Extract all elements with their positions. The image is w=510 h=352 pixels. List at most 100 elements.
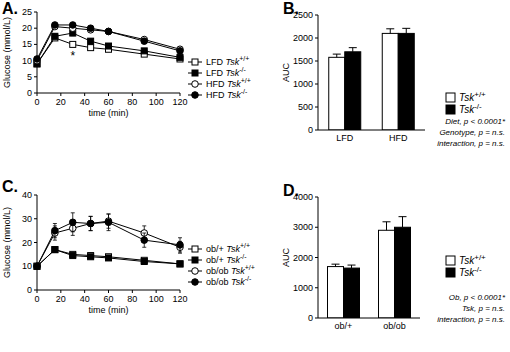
y-tick-label: 1000	[293, 283, 313, 293]
y-tick	[34, 195, 37, 196]
point	[70, 41, 76, 47]
point	[69, 219, 76, 226]
x-tick-label: 60	[103, 294, 113, 304]
point	[88, 254, 94, 260]
y-tick-label: 20	[22, 238, 32, 248]
label-part: +/+	[245, 264, 255, 271]
label-part: -/-	[239, 66, 246, 73]
y-tick	[315, 257, 318, 258]
x-tick-label: HFD	[389, 133, 408, 143]
legend-marker	[192, 279, 199, 286]
y-tick	[34, 44, 37, 45]
label-part: LFD	[206, 68, 226, 78]
point	[52, 22, 59, 29]
annotation: Ob, p < 0.0001*	[449, 293, 506, 302]
legend-label: HFD Tsk-/-	[206, 88, 248, 100]
y-tick	[315, 130, 318, 131]
y-tick	[34, 218, 37, 219]
y-tick-label: 0	[308, 125, 313, 135]
legend-marker	[192, 246, 198, 252]
point	[88, 38, 94, 44]
label-part: Tsk	[231, 277, 245, 287]
point	[52, 247, 58, 253]
y-tick	[315, 318, 318, 319]
chart-3: D.01000200030004000AUCob/+ob/obTsk+/+Tsk…	[281, 182, 506, 331]
legend-swatch	[446, 93, 455, 102]
label-part: ob/+	[206, 255, 226, 265]
point	[141, 48, 147, 54]
point	[52, 33, 58, 39]
y-tick	[315, 84, 318, 85]
x-tick	[156, 290, 157, 293]
y-tick-label: 20	[22, 23, 32, 33]
x-tick	[60, 290, 61, 293]
point	[106, 255, 112, 261]
series-line	[37, 250, 180, 267]
label-part: LFD	[206, 57, 226, 67]
label-part: Tsk	[226, 57, 240, 67]
error-bar	[383, 222, 391, 230]
legend-label: Tsk-/-	[459, 102, 482, 115]
bar	[382, 33, 398, 130]
x-tick-label: 0	[34, 294, 39, 304]
y-tick-label: 1500	[293, 56, 313, 66]
y-tick	[315, 15, 318, 16]
y-tick	[34, 28, 37, 29]
point	[177, 48, 184, 55]
label-part: Tsk	[459, 92, 475, 103]
label-part: Tsk	[459, 267, 475, 278]
point	[34, 263, 40, 269]
x-axis	[318, 130, 425, 131]
x-tick-label: ob/ob	[383, 321, 406, 331]
point	[34, 263, 41, 270]
label-part: Tsk	[227, 79, 241, 89]
x-tick-label: LFD	[336, 133, 354, 143]
x-tick-label: 20	[56, 97, 66, 107]
label-part: Tsk	[459, 104, 475, 115]
y-axis-label: AUC	[281, 248, 291, 268]
bar	[395, 227, 411, 318]
error-bar	[333, 54, 341, 57]
chart-0: A.0510152025Glucose (mmol/L)020406080100…	[2, 0, 251, 118]
bar	[398, 33, 414, 130]
error-bar	[348, 265, 356, 268]
bar	[379, 230, 395, 318]
x-tick-label: 120	[172, 97, 187, 107]
x-tick-label: 0	[34, 97, 39, 107]
annotation: interaction, p = n.s.	[437, 315, 505, 324]
legend-marker	[192, 92, 199, 99]
annotation: Diet, p < 0.0001*	[445, 117, 506, 126]
x-tick	[84, 93, 85, 96]
y-tick	[315, 61, 318, 62]
y-tick	[34, 12, 37, 13]
plot-area	[34, 213, 184, 270]
point	[87, 220, 94, 227]
point	[52, 227, 59, 234]
point	[141, 38, 148, 45]
x-tick	[37, 93, 38, 96]
y-tick-label: 0	[308, 313, 313, 323]
y-axis-label: Glucose (mmol/L)	[2, 207, 12, 278]
y-tick-label: 0	[27, 285, 32, 295]
legend-marker	[192, 268, 199, 275]
error-bar	[332, 264, 340, 266]
point	[34, 263, 40, 269]
point	[105, 219, 112, 226]
y-tick-label: 0	[27, 88, 32, 98]
error-bar	[53, 34, 57, 39]
point	[70, 253, 76, 259]
y-axis-label: Glucose (mmol/L)	[2, 17, 12, 88]
legend-marker	[192, 59, 198, 65]
y-tick-label: 10	[22, 261, 32, 271]
label-part: HFD	[206, 90, 227, 100]
y-tick-label: 1000	[293, 79, 313, 89]
label-part: -/-	[474, 265, 482, 274]
x-axis-label: time (min)	[89, 108, 129, 118]
point	[69, 22, 76, 29]
point	[52, 247, 58, 253]
y-axis	[37, 12, 38, 93]
x-tick	[37, 290, 38, 293]
y-axis-label: AUC	[281, 63, 291, 83]
label-part: +/+	[474, 253, 486, 262]
point	[87, 220, 94, 227]
